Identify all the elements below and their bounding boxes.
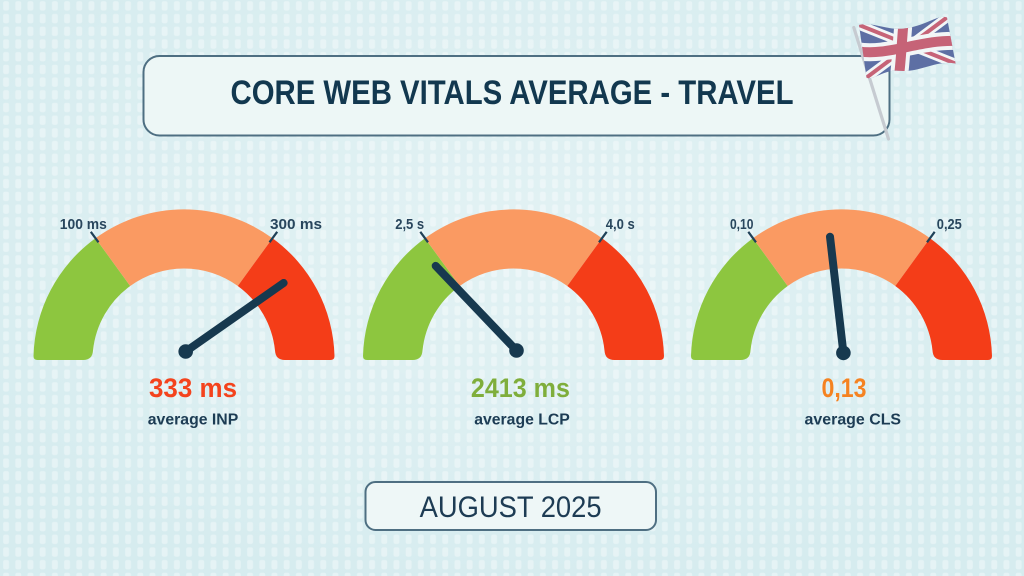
svg-text:0,13: 0,13 (822, 373, 867, 403)
svg-text:100 ms: 100 ms (60, 216, 107, 233)
svg-text:AUGUST 2025: AUGUST 2025 (420, 491, 602, 524)
svg-text:average LCP: average LCP (474, 412, 570, 429)
svg-text:333 ms: 333 ms (149, 373, 237, 403)
svg-text:4,0 s: 4,0 s (606, 216, 635, 233)
svg-text:average INP: average INP (148, 412, 239, 429)
svg-text:0,10: 0,10 (730, 216, 754, 233)
svg-text:300 ms: 300 ms (270, 216, 322, 233)
svg-text:2413 ms: 2413 ms (471, 373, 570, 403)
svg-text:average CLS: average CLS (805, 412, 902, 429)
svg-text:2,5 s: 2,5 s (395, 216, 424, 233)
svg-text:0,25: 0,25 (937, 216, 962, 233)
svg-text:CORE WEB VITALS AVERAGE - TRAV: CORE WEB VITALS AVERAGE - TRAVEL (231, 74, 794, 112)
